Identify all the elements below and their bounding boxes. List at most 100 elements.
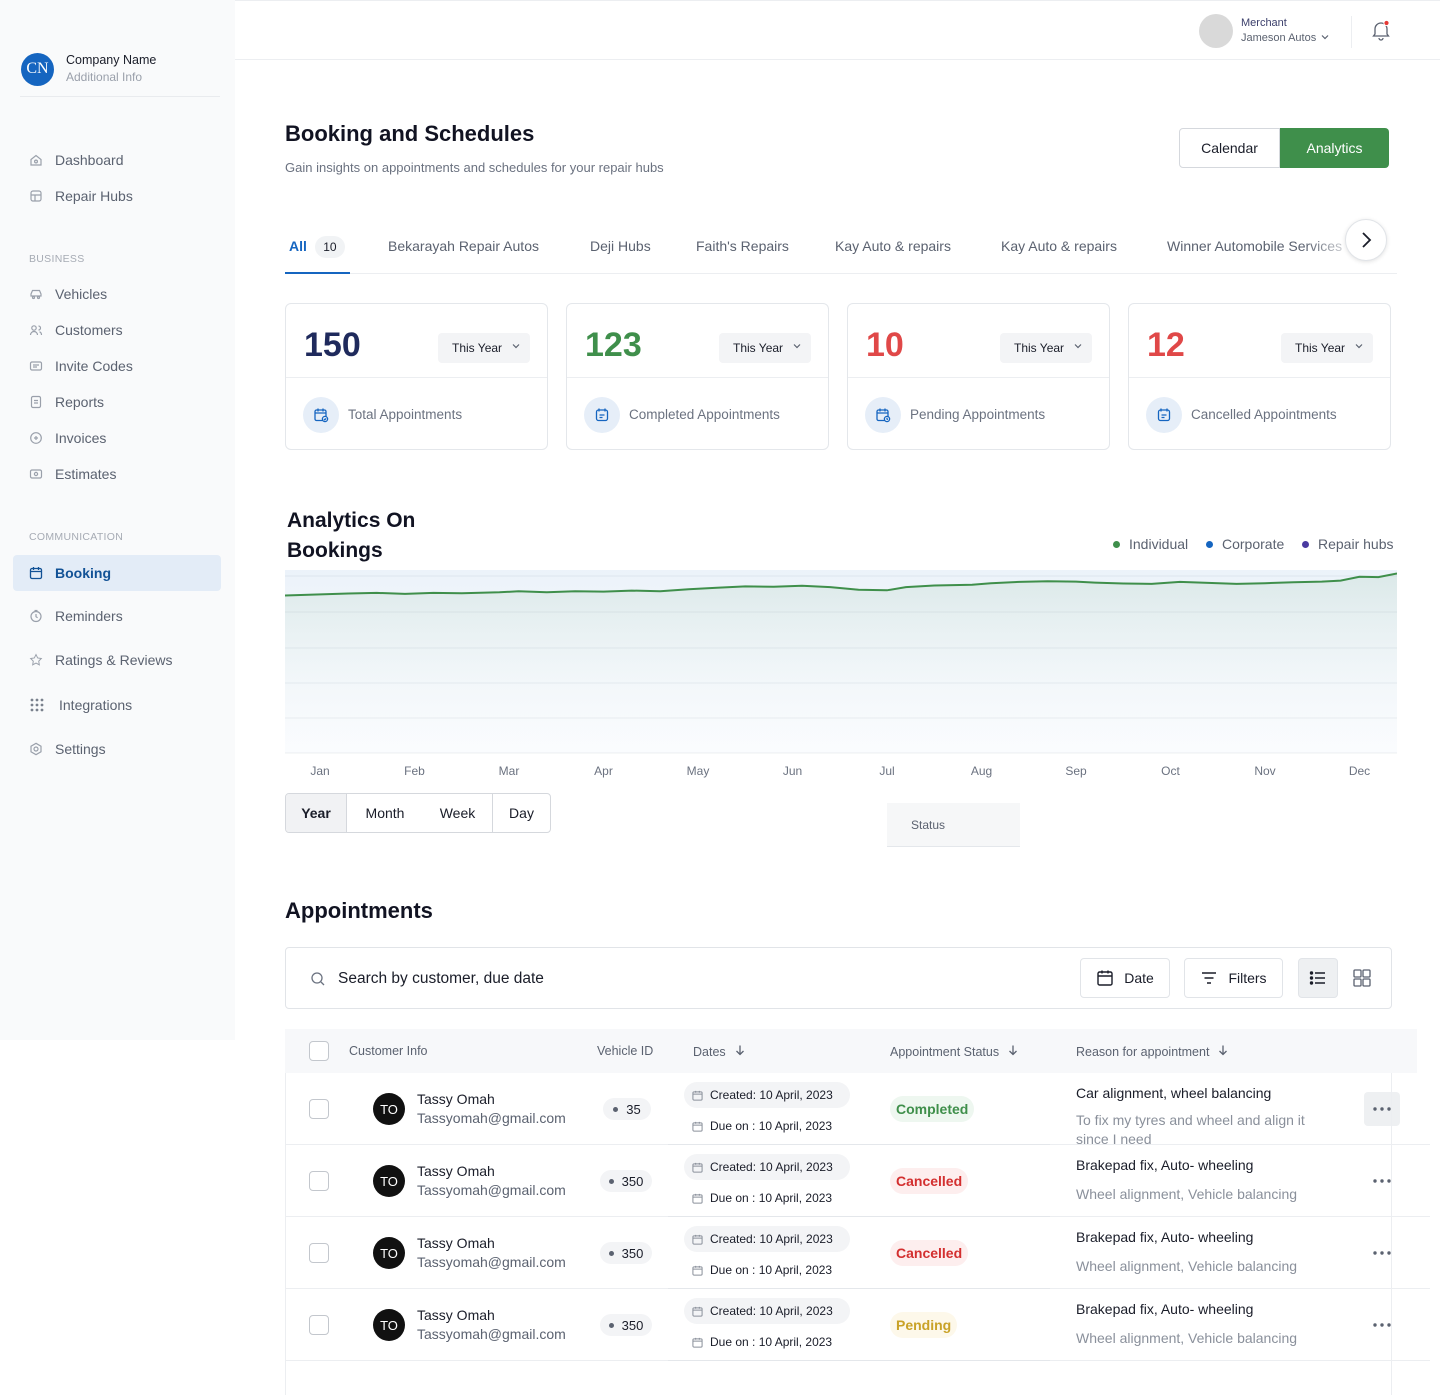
- reason-detail: Wheel alignment, Vehicle balancing: [1076, 1330, 1298, 1346]
- created-date: Created: 10 April, 2023: [684, 1226, 850, 1252]
- analytics-button[interactable]: Analytics: [1280, 128, 1389, 168]
- period-toggle: Year Month Week Day: [285, 793, 551, 833]
- column-reason-sort[interactable]: Reason for appointment: [1076, 1044, 1229, 1059]
- sidebar-item-invite-codes[interactable]: Invite Codes: [13, 348, 221, 384]
- tab-kay-auto-repairs-2[interactable]: Kay Auto & repairs: [1001, 238, 1117, 254]
- created-date: Created: 10 April, 2023: [684, 1082, 850, 1108]
- created-date-text: Created: 10 April, 2023: [710, 1088, 833, 1102]
- reason-detail: Wheel alignment, Vehicle balancing: [1076, 1258, 1298, 1274]
- stat-value: 12: [1147, 326, 1185, 364]
- status-filter[interactable]: Status: [887, 803, 1020, 847]
- row-checkbox[interactable]: [309, 1171, 329, 1191]
- chevron-right-icon: [1362, 232, 1372, 248]
- sidebar-item-estimates[interactable]: Estimates: [13, 456, 221, 492]
- period-select[interactable]: This Year: [1000, 333, 1092, 363]
- sidebar-item-repair-hubs[interactable]: Repair Hubs: [13, 178, 221, 214]
- period-select[interactable]: This Year: [1281, 333, 1373, 363]
- sidebar-item-vehicles[interactable]: Vehicles: [13, 276, 221, 312]
- select-all-checkbox[interactable]: [309, 1041, 329, 1061]
- bookings-area-chart: [285, 570, 1397, 754]
- sidebar-item-customers[interactable]: Customers: [13, 312, 221, 348]
- grid-view-button[interactable]: [1342, 958, 1382, 998]
- table-row[interactable]: TO Tassy Omah Tassyomah@gmail.com 350 Cr…: [285, 1217, 1430, 1289]
- date-filter-button[interactable]: Date: [1080, 958, 1170, 998]
- sidebar-item-label: Booking: [55, 565, 111, 581]
- calendar-button[interactable]: Calendar: [1179, 128, 1280, 168]
- reason-title: Brakepad fix, Auto- wheeling: [1076, 1229, 1254, 1245]
- repair-hub-tabs: All 10 Bekarayah Repair Autos Deji Hubs F…: [285, 222, 1397, 274]
- period-select-value: This Year: [733, 341, 784, 355]
- tab-winner-automobile-services[interactable]: Winner Automobile Services: [1167, 238, 1343, 254]
- stat-card-pending: 10 This Year Pending Appointments: [847, 303, 1110, 450]
- stat-label: Completed Appointments: [629, 407, 780, 422]
- sidebar-item-label: Estimates: [55, 466, 117, 482]
- sidebar-item-ratings-reviews[interactable]: Ratings & Reviews: [13, 642, 221, 678]
- sidebar-item-reports[interactable]: Reports: [13, 384, 221, 420]
- table-header: Customer Info Vehicle ID Dates Appointme…: [285, 1029, 1417, 1073]
- sidebar-item-settings[interactable]: Settings: [13, 731, 221, 767]
- more-options-button[interactable]: [1364, 1164, 1400, 1198]
- sidebar-item-label: Invoices: [55, 430, 107, 446]
- divider: [1129, 377, 1390, 378]
- status-cell: Cancelled: [865, 1145, 1050, 1217]
- created-date-text: Created: 10 April, 2023: [710, 1160, 833, 1174]
- table-border: [1391, 1073, 1392, 1395]
- table-row[interactable]: TO Tassy Omah Tassyomah@gmail.com 35 Cre…: [285, 1073, 1430, 1147]
- x-tick-label: Dec: [1348, 764, 1371, 778]
- stat-card-cancelled: 12 This Year Cancelled Appointments: [1128, 303, 1391, 450]
- row-checkbox[interactable]: [309, 1099, 329, 1119]
- search-input[interactable]: [338, 967, 938, 991]
- due-date: Due on : 10 April, 2023: [692, 1191, 832, 1205]
- row-checkbox[interactable]: [309, 1315, 329, 1335]
- customer-avatar: TO: [373, 1093, 405, 1125]
- sidebar-item-reminders[interactable]: Reminders: [13, 598, 221, 634]
- invoice-icon: [29, 431, 43, 445]
- sidebar-item-booking[interactable]: Booking: [13, 555, 221, 591]
- period-year-button[interactable]: Year: [286, 794, 347, 832]
- period-month-button[interactable]: Month: [365, 805, 405, 821]
- arrow-down-icon: [734, 1044, 746, 1059]
- more-horizontal-icon: [1373, 1251, 1391, 1255]
- sidebar-item-label: Customers: [55, 322, 123, 338]
- tab-deji-hubs[interactable]: Deji Hubs: [590, 238, 651, 254]
- merchant-switcher[interactable]: Jameson Autos: [1241, 32, 1330, 44]
- vehicle-id: 35: [626, 1101, 641, 1117]
- sidebar-item-integrations[interactable]: Integrations: [13, 687, 221, 723]
- column-appointment-status-sort[interactable]: Appointment Status: [890, 1044, 1019, 1059]
- table-border: [285, 1073, 286, 1395]
- legend-label: Repair hubs: [1318, 536, 1394, 552]
- notification-bell-icon[interactable]: [1370, 19, 1392, 41]
- company-brand[interactable]: CN Company Name Additional Info: [21, 52, 156, 86]
- filters-button[interactable]: Filters: [1184, 958, 1283, 998]
- period-day-button[interactable]: Day: [509, 805, 534, 821]
- column-dates-sort[interactable]: Dates: [693, 1044, 746, 1059]
- more-options-button[interactable]: [1364, 1092, 1400, 1126]
- sidebar-item-label: Reports: [55, 394, 105, 410]
- row-checkbox[interactable]: [309, 1243, 329, 1263]
- more-options-button[interactable]: [1364, 1308, 1400, 1342]
- gear-icon: [29, 742, 43, 756]
- list-view-button[interactable]: [1298, 958, 1338, 998]
- sidebar-item-dashboard[interactable]: Dashboard: [13, 142, 221, 178]
- tab-kay-auto-repairs[interactable]: Kay Auto & repairs: [835, 238, 951, 254]
- period-select[interactable]: This Year: [719, 333, 811, 363]
- dates-cell: Created: 10 April, 2023 Due on : 10 Apri…: [668, 1145, 865, 1217]
- car-icon: [29, 287, 43, 301]
- calendar-icon: [692, 1121, 703, 1132]
- tab-faiths-repairs[interactable]: Faith's Repairs: [696, 238, 789, 254]
- company-additional-info: Additional Info: [66, 70, 143, 84]
- period-select[interactable]: This Year: [438, 333, 530, 363]
- estimate-icon: [29, 467, 43, 481]
- sidebar-item-invoices[interactable]: Invoices: [13, 420, 221, 456]
- avatar[interactable]: [1199, 14, 1233, 48]
- period-week-button[interactable]: Week: [423, 794, 493, 832]
- reason-title: Brakepad fix, Auto- wheeling: [1076, 1157, 1254, 1173]
- table-row[interactable]: TO Tassy Omah Tassyomah@gmail.com 350 Cr…: [285, 1289, 1430, 1361]
- tab-bekarayah-repair-autos[interactable]: Bekarayah Repair Autos: [388, 238, 539, 254]
- tabs-next-button[interactable]: [1345, 219, 1387, 261]
- customer-avatar: TO: [373, 1237, 405, 1269]
- tab-all[interactable]: All 10: [289, 236, 345, 258]
- more-options-button[interactable]: [1364, 1236, 1400, 1270]
- table-row[interactable]: TO Tassy Omah Tassyomah@gmail.com 350 Cr…: [285, 1145, 1430, 1217]
- status-badge: Pending: [890, 1312, 958, 1338]
